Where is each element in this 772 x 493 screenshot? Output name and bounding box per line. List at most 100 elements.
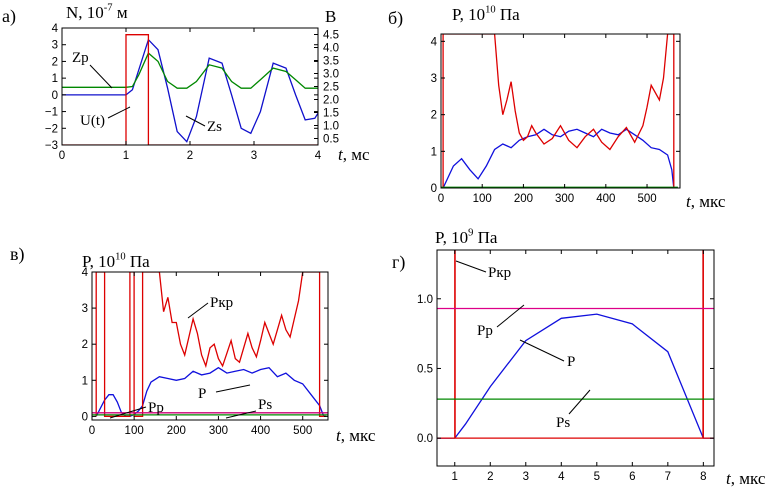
x-tick-label: 400 <box>596 193 615 205</box>
y-tick-label: 0 <box>52 90 58 102</box>
series-line-Pкр <box>437 250 714 439</box>
y-axis-label: P, 1010 Па <box>452 4 520 24</box>
x-tick-label: 200 <box>167 425 186 437</box>
y2-tick-label: 1.5 <box>323 108 339 120</box>
x-axis-label: t, мс <box>338 145 370 164</box>
x-tick-label: 3 <box>523 471 529 483</box>
y-tick-label: −2 <box>45 123 58 135</box>
annotation-label: Ps <box>556 415 570 431</box>
annotation-label: Zs <box>207 119 222 135</box>
y-axis-label: P, 109 Па <box>435 227 498 247</box>
annotation-pointer <box>107 106 131 119</box>
y-tick-label: 2 <box>431 110 437 122</box>
panel-label: в) <box>10 244 25 265</box>
x-tick-label: 500 <box>637 193 656 205</box>
series-line-P <box>442 128 675 188</box>
annotation-pointer <box>225 410 257 419</box>
annotation-label: Ps <box>258 397 272 413</box>
y-tick-label: 4 <box>82 267 89 279</box>
panel-1: 0 1 2 3 4−3−2−1012340.51.01.52.02.53.03.54.0… <box>2 6 370 164</box>
x-axis-label: t, мкс <box>726 469 766 488</box>
series-line-P <box>437 313 714 439</box>
x-tick-label: 4 <box>558 471 565 483</box>
annotation-label: Pкр <box>488 265 511 281</box>
x-tick-label: 1 <box>123 150 129 162</box>
x-tick-label: 300 <box>209 425 228 437</box>
y-tick-label: 3 <box>52 40 58 52</box>
series-line-Ut <box>62 34 318 145</box>
annotation-label: P <box>198 386 206 402</box>
y2-axis-label: В <box>325 7 336 26</box>
y-tick-label: 0.0 <box>417 433 433 445</box>
y-axis-label: P, 1010 Па <box>82 251 150 271</box>
series-line-Pкр <box>442 34 675 188</box>
annotation-pointer <box>455 260 487 273</box>
y-tick-label: 3 <box>82 303 88 315</box>
annotation-label: Pp <box>148 400 164 416</box>
x-tick-label: 0 <box>59 150 65 162</box>
panel-label: а) <box>2 6 16 27</box>
x-tick-label: 200 <box>514 193 533 205</box>
panel-label: б) <box>388 8 403 29</box>
series-line-Zp <box>62 52 318 89</box>
x-tick-label: 0 <box>89 425 95 437</box>
y-axis-label: N, 10-7 м <box>66 2 128 22</box>
y2-tick-label: 2.0 <box>323 95 339 107</box>
x-tick-label: 7 <box>665 471 671 483</box>
x-tick-label: 2 <box>187 150 193 162</box>
annotation-label: P <box>567 354 575 370</box>
y-tick-label: 0 <box>82 411 88 423</box>
y2-tick-label: 4.5 <box>323 30 339 42</box>
x-axis-label: t, мкс <box>686 192 726 211</box>
annotation-pointer <box>519 339 565 362</box>
x-tick-label: 6 <box>629 471 635 483</box>
y2-tick-label: 4.0 <box>323 43 339 55</box>
series-line-Zs <box>62 38 318 143</box>
x-tick-label: 100 <box>125 425 144 437</box>
annotation-pointer <box>185 115 206 127</box>
annotation-pointer <box>89 64 113 89</box>
x-tick-label: 5 <box>594 471 600 483</box>
plot-frame <box>436 249 715 467</box>
annotation-label: U(t) <box>80 113 105 129</box>
x-tick-label: 0 <box>438 193 444 205</box>
annotation-pointer <box>109 406 147 419</box>
annotation-pointer <box>187 302 209 319</box>
y2-tick-label: 3.0 <box>323 69 339 81</box>
x-tick-label: 100 <box>473 193 492 205</box>
panel-label: г) <box>392 252 405 273</box>
y-tick-label: 1 <box>431 146 437 158</box>
y2-tick-label: 3.5 <box>323 56 339 68</box>
y2-tick-label: 2.5 <box>323 82 339 94</box>
y-tick-label: 1 <box>52 73 58 85</box>
y-tick-label: 3 <box>431 73 437 85</box>
annotation-pointer <box>496 304 525 328</box>
annotation-label: Pp <box>477 323 493 339</box>
x-axis-label: t, мкс <box>336 426 376 445</box>
y-tick-label: 2 <box>82 339 88 351</box>
annotation-label: Pкр <box>210 295 233 311</box>
y-tick-label: −3 <box>45 140 58 152</box>
x-tick-label: 4 <box>315 150 322 162</box>
y-tick-label: 2 <box>52 56 58 68</box>
x-tick-label: 2 <box>487 471 493 483</box>
x-tick-label: 8 <box>700 471 706 483</box>
y2-tick-label: 0.5 <box>323 134 339 146</box>
y-tick-label: 4 <box>431 36 438 48</box>
y-tick-label: −1 <box>45 107 58 119</box>
x-tick-label: 300 <box>555 193 574 205</box>
y-tick-label: 0.5 <box>417 363 433 375</box>
y2-tick-label: 1.0 <box>323 121 339 133</box>
x-tick-label: 3 <box>251 150 257 162</box>
y-tick-label: 1.0 <box>417 294 433 306</box>
x-tick-label: 500 <box>293 425 312 437</box>
y-tick-label: 4 <box>52 23 59 35</box>
panel-2: 0 100 200 300 400 500 0 1 2 3 4 б) t, мкс <box>388 8 726 211</box>
y-tick-label: 0 <box>431 183 437 195</box>
annotation-label: Zp <box>72 50 89 66</box>
x-tick-label: 400 <box>251 425 270 437</box>
annotation-pointer <box>215 384 251 393</box>
plot-frame <box>440 33 681 189</box>
panel-3: 0 100 200 300 400 500 0 1 2 3 4 в) t, мкс Pкр P Pp Ps <box>10 244 376 445</box>
